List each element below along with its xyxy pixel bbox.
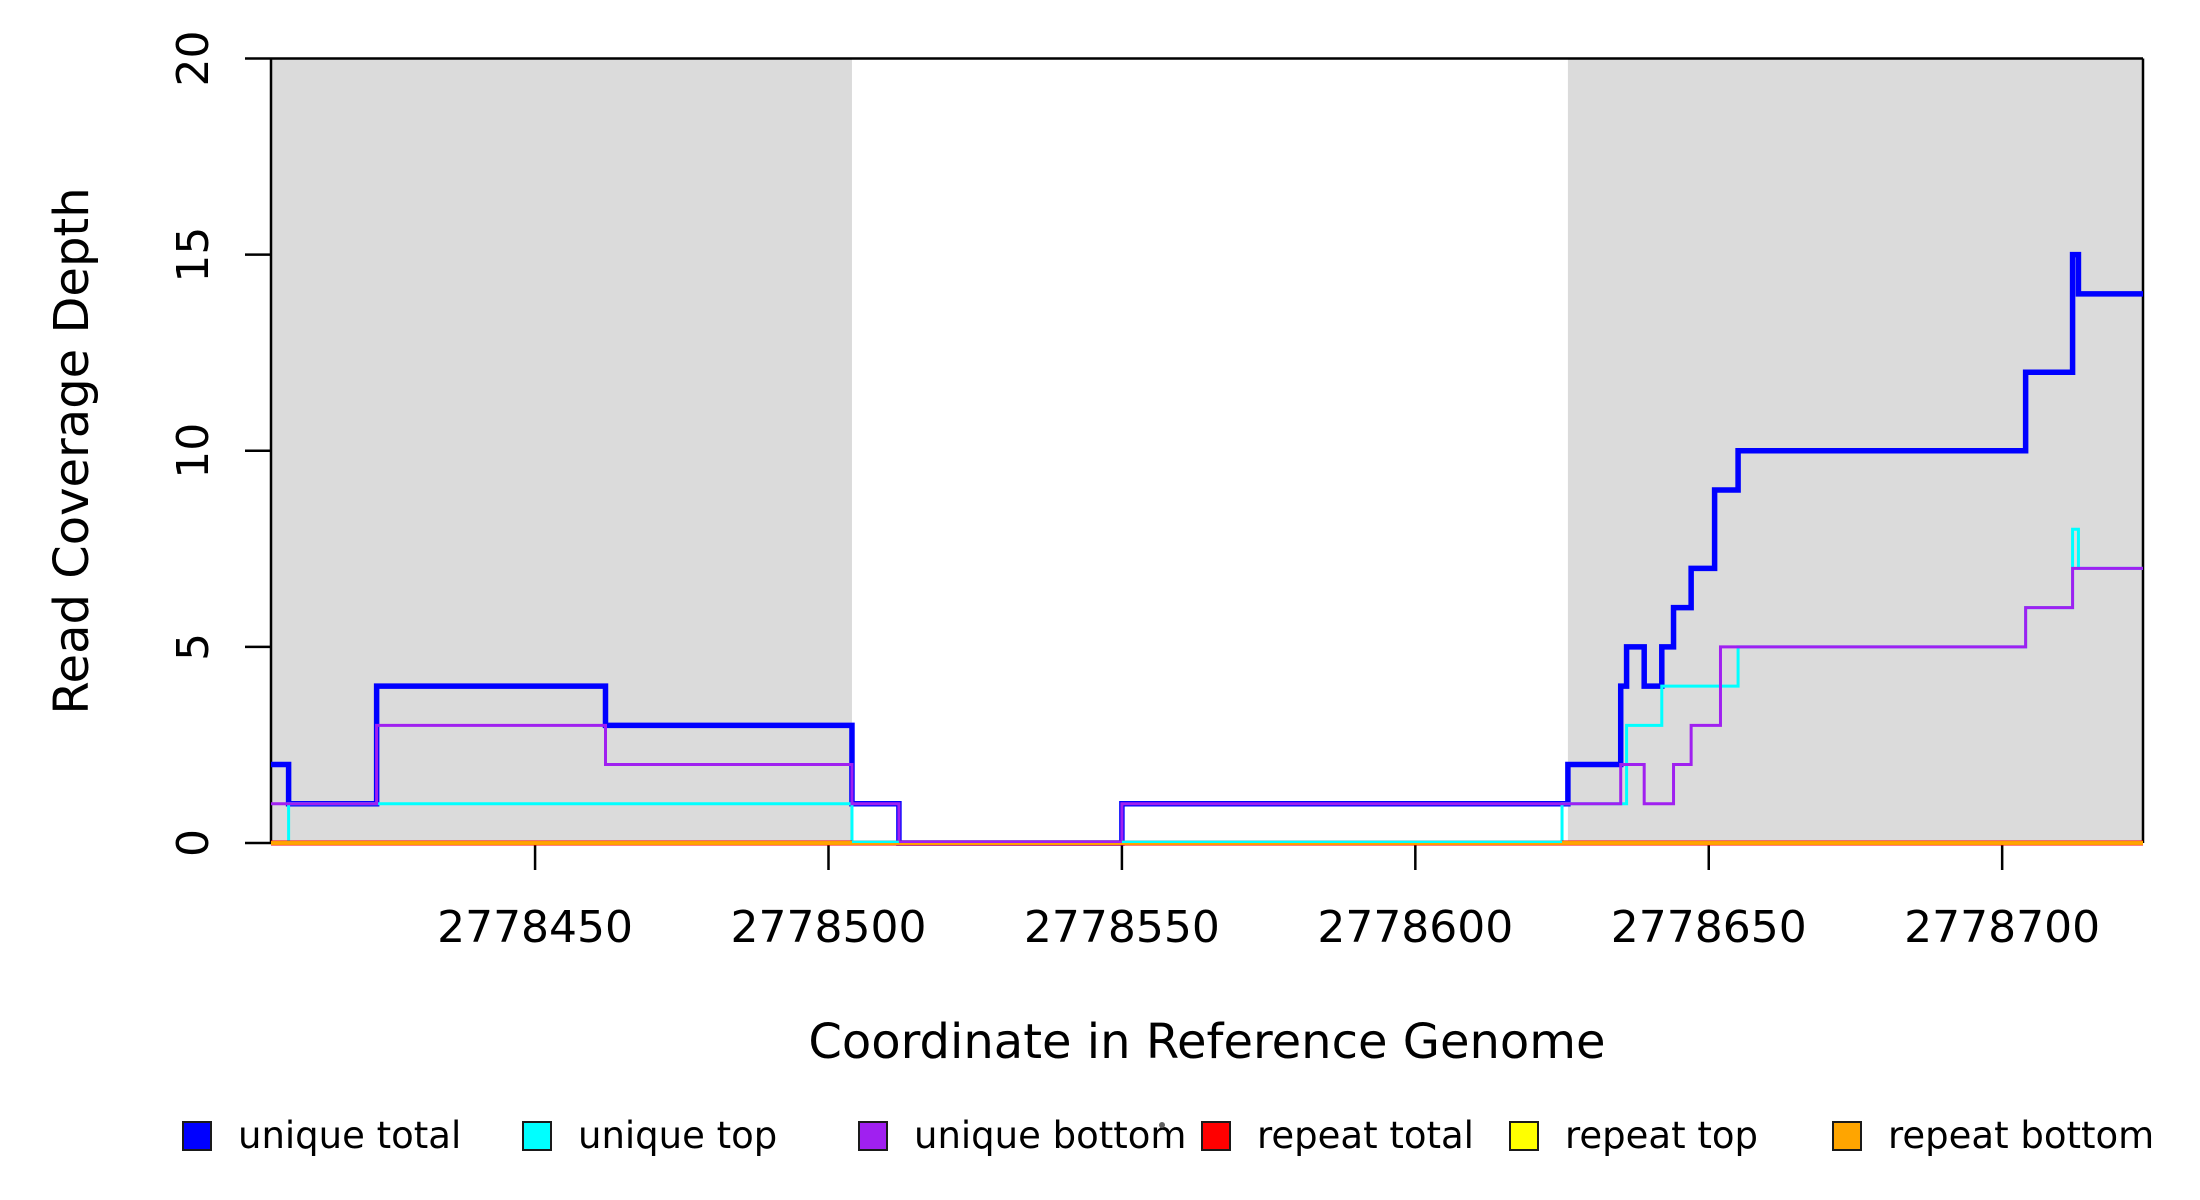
x-axis-tick-label: 2778550 — [1024, 902, 1220, 953]
series-unique-top-line — [271, 527, 2143, 845]
series-unique-total-line — [271, 251, 2143, 846]
x-axis-tick-label: 2778500 — [731, 902, 927, 953]
x-axis-tick-label: 2778700 — [1904, 902, 2100, 953]
y-axis-tick-label: 15 — [168, 227, 219, 283]
series-unique-bottom-line — [271, 566, 2143, 845]
x-axis-tick-label: 2778600 — [1317, 902, 1513, 953]
x-axis-tick-label: 2778650 — [1611, 902, 1807, 953]
y-axis-tick-label: 0 — [168, 829, 219, 857]
axis-ticks-layer: 2778450 2778500 2778550 2778600 2778650 27787… — [168, 31, 2100, 954]
x-axis-title: Coordinate in Reference Genome — [808, 1014, 1605, 1070]
highlight-band — [271, 58, 852, 843]
y-axis-tick-label: 10 — [168, 423, 219, 479]
x-axis-tick-label: 2778450 — [437, 902, 633, 953]
y-axis-title: Read Coverage Depth — [44, 187, 100, 714]
y-axis-tick-label: 5 — [168, 633, 219, 661]
y-axis-tick-label: 20 — [168, 31, 219, 87]
